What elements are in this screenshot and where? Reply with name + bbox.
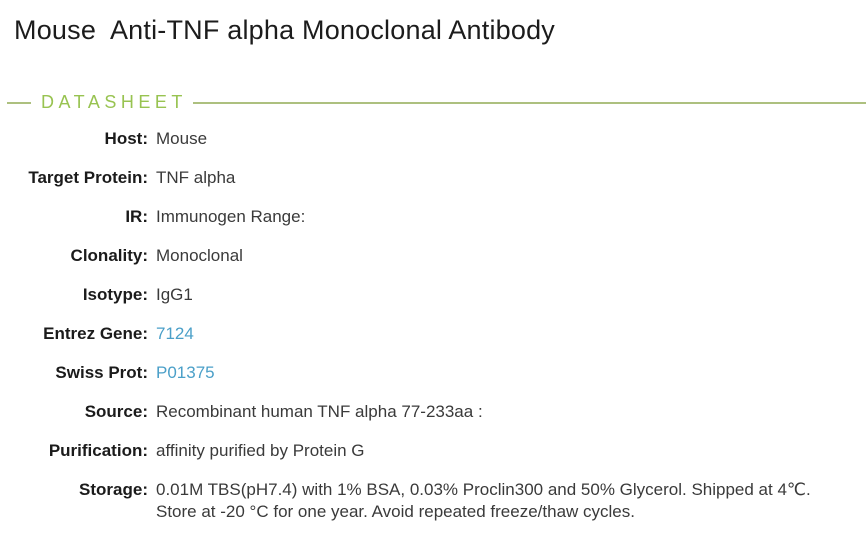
datasheet-fields: Host: Mouse Target Protein: TNF alpha IR… xyxy=(0,128,866,523)
source-label: Source: xyxy=(84,402,148,421)
host-row: Host: Mouse xyxy=(0,128,866,150)
host-value: Mouse xyxy=(156,129,208,148)
entrez-gene-label: Entrez Gene: xyxy=(43,324,148,343)
heading-left-rule xyxy=(7,101,31,104)
entrez-gene-row: Entrez Gene: 7124 xyxy=(0,323,866,345)
datasheet-section-heading: DATASHEET xyxy=(41,92,187,112)
storage-label: Storage: xyxy=(79,480,148,499)
swiss-prot-value-wrap: P01375 xyxy=(156,362,229,384)
clonality-label: Clonality: xyxy=(70,246,148,265)
purification-label: Purification: xyxy=(48,441,148,460)
immunogen-range-value: Immunogen Range: xyxy=(156,207,306,226)
swiss-prot-row: Swiss Prot: P01375 xyxy=(0,362,866,384)
purification-value: affinity purified by Protein G xyxy=(156,441,365,460)
purification-row: Purification: affinity purified by Prote… xyxy=(0,440,866,462)
source-row: Source: Recombinant human TNF alpha 77-2… xyxy=(0,401,866,423)
isotype-label: Isotype: xyxy=(82,285,148,304)
target-protein-label: Target Protein: xyxy=(28,168,148,187)
source-value: Recombinant human TNF alpha 77-233aa : xyxy=(156,402,483,421)
target-protein-row: Target Protein: TNF alpha xyxy=(0,167,866,189)
host-label: Host: xyxy=(104,129,148,148)
entrez-gene-value-wrap: 7124 xyxy=(156,323,208,345)
clonality-row: Clonality: Monoclonal xyxy=(0,245,866,267)
isotype-row: Isotype: IgG1 xyxy=(0,284,866,306)
datasheet-section-header: DATASHEET xyxy=(7,92,866,113)
swiss-prot-label: Swiss Prot: xyxy=(55,363,148,382)
swiss-prot-link[interactable]: P01375 xyxy=(156,363,215,382)
storage-value-line-1: 0.01M TBS(pH7.4) with 1% BSA, 0.03% Proc… xyxy=(156,480,811,499)
storage-value: 0.01M TBS(pH7.4) with 1% BSA, 0.03% Proc… xyxy=(156,479,825,523)
target-protein-value: TNF alpha xyxy=(156,168,236,187)
heading-right-rule xyxy=(192,101,866,104)
datasheet-page: Mouse Anti-TNF alpha Monoclonal Antibody… xyxy=(0,15,866,533)
isotype-value: IgG1 xyxy=(156,285,193,304)
immunogen-range-label: IR: xyxy=(125,207,148,226)
clonality-value: Monoclonal xyxy=(156,246,243,265)
storage-value-line-2: Store at -20 °C for one year. Avoid repe… xyxy=(156,502,635,521)
page-title: Mouse Anti-TNF alpha Monoclonal Antibody xyxy=(14,15,555,45)
storage-row: Storage: 0.01M TBS(pH7.4) with 1% BSA, 0… xyxy=(0,479,866,523)
entrez-gene-link[interactable]: 7124 xyxy=(156,324,194,343)
immunogen-range-row: IR: Immunogen Range: xyxy=(0,206,866,228)
